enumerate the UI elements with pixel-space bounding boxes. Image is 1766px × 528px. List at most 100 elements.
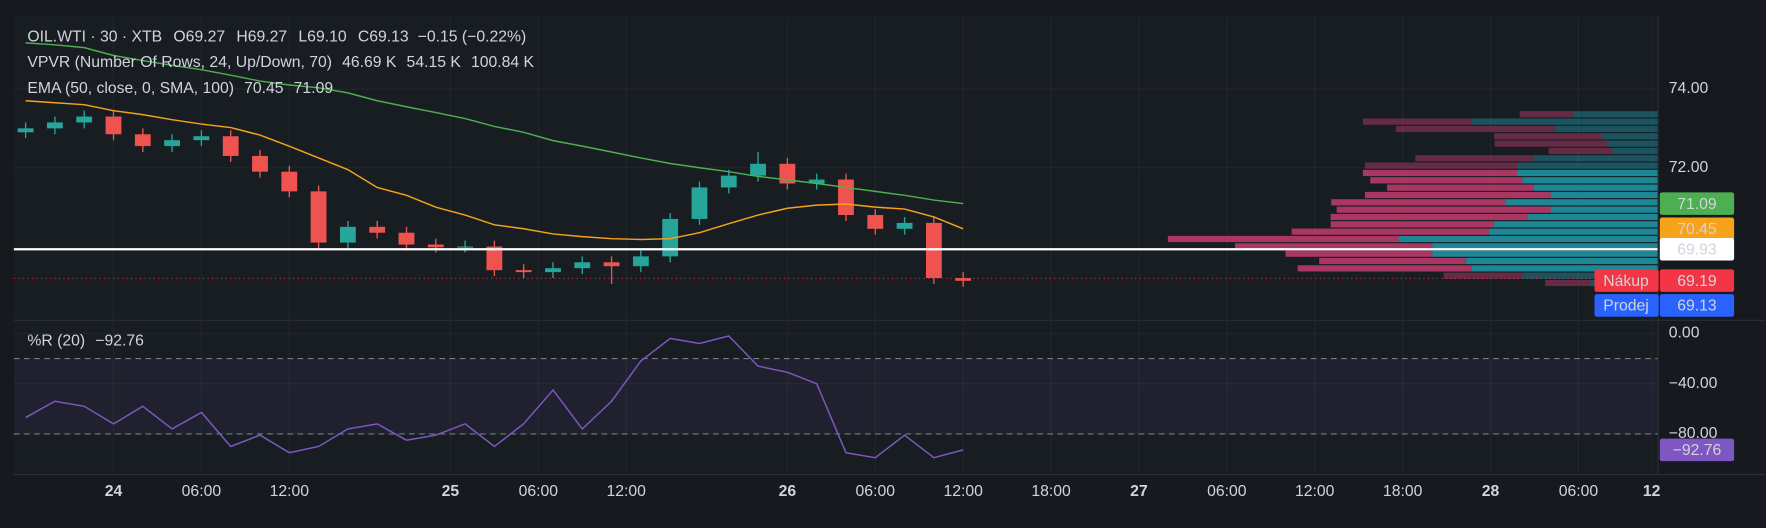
candle-body bbox=[398, 232, 415, 245]
vpvr-legend: VPVR (Number Of Rows, 24, Up/Down, 70) bbox=[27, 54, 332, 71]
y-tick-label: −80.00 bbox=[1669, 425, 1718, 442]
candle-body bbox=[281, 171, 298, 192]
vpvr-total: 54.15 K bbox=[407, 54, 462, 71]
ohlc-value: 69.27 bbox=[186, 28, 225, 45]
candle-body bbox=[134, 134, 151, 147]
quote-price-badge bbox=[1659, 269, 1735, 292]
candle-body bbox=[193, 136, 210, 141]
vpvr-up bbox=[1522, 272, 1658, 279]
ohlc-value: 69.27 bbox=[248, 28, 287, 45]
x-tick-label: 27 bbox=[1130, 483, 1148, 500]
indicator-line bbox=[25, 335, 964, 459]
quote-price-label: 69.13 bbox=[1677, 298, 1717, 315]
legend: OIL.WTI · 30 · XTB O 69.27 H 69.27 L 69.10 C 69.… bbox=[27, 28, 534, 349]
ema-legend: EMA (50, close, 0, SMA, 100) bbox=[27, 80, 234, 97]
candle-body bbox=[867, 215, 884, 229]
vpvr-up bbox=[1516, 162, 1658, 169]
candle-body bbox=[808, 179, 825, 184]
indicator-legend-value: −92.76 bbox=[95, 332, 144, 349]
x-tick-label: 18:00 bbox=[1383, 483, 1423, 500]
ema-price-label: 71.09 bbox=[1677, 196, 1717, 213]
candle-body bbox=[574, 262, 591, 269]
vpvr-down bbox=[1285, 250, 1433, 257]
vpvr-down bbox=[1395, 125, 1556, 133]
vpvr-down bbox=[1494, 140, 1608, 147]
vpvr-down bbox=[1330, 221, 1495, 228]
vpvr-up bbox=[1607, 140, 1658, 147]
symbol: OIL.WTI · 30 · XTB bbox=[27, 28, 162, 45]
x-tick-label: 06:00 bbox=[182, 483, 222, 500]
vpvr-up bbox=[1471, 118, 1658, 125]
vpvr-down bbox=[1330, 213, 1528, 221]
candle-body bbox=[252, 155, 268, 172]
x-tick-label: 06:00 bbox=[1207, 483, 1247, 500]
vpvr-up bbox=[1533, 184, 1658, 191]
candle-body bbox=[222, 136, 239, 156]
indicator-legend: %R (20) bbox=[27, 332, 85, 349]
vpvr-up bbox=[1533, 155, 1658, 162]
x-tick-label: 18:00 bbox=[1031, 483, 1071, 500]
plot: 24 06:00 12:00 25 06:00 12:00 26 06:00 12:00 18:0… bbox=[13, 42, 1735, 500]
candle-body bbox=[955, 278, 972, 281]
candle-body bbox=[545, 268, 561, 273]
y-tick-label: 74.00 bbox=[1669, 80, 1709, 97]
vpvr-up bbox=[1550, 206, 1658, 213]
candle-body bbox=[17, 128, 34, 133]
vpvr-down bbox=[1548, 147, 1613, 155]
candle-body bbox=[339, 226, 356, 243]
vpvr-up bbox=[1555, 125, 1658, 133]
vpvr-up bbox=[1471, 265, 1658, 272]
indicator-value-badge bbox=[1659, 438, 1735, 462]
x-tick-label: 25 bbox=[442, 483, 460, 500]
ema-value: 70.45 bbox=[244, 80, 284, 97]
vpvr-up bbox=[1572, 111, 1658, 118]
x-tick-label: 12 bbox=[1643, 483, 1661, 500]
quote-label-bg bbox=[1594, 269, 1659, 292]
candle-body bbox=[925, 222, 942, 279]
line-price-badge bbox=[1659, 238, 1735, 261]
candle-body bbox=[486, 246, 503, 271]
candle-body bbox=[750, 163, 766, 176]
x-tick-label: 12:00 bbox=[270, 483, 310, 500]
vpvr-up bbox=[1601, 133, 1658, 140]
ohlc-value: 69.10 bbox=[307, 28, 347, 45]
vpvr-down bbox=[1362, 118, 1472, 125]
candle-body bbox=[838, 179, 854, 216]
candle-body bbox=[164, 140, 181, 147]
vpvr-down bbox=[1362, 169, 1517, 177]
vpvr-down bbox=[1291, 228, 1489, 235]
vpvr-up bbox=[1505, 199, 1658, 206]
vpvr-down bbox=[1519, 111, 1573, 118]
vpvr-down bbox=[1167, 235, 1399, 243]
ema-price-badge bbox=[1659, 192, 1735, 215]
candle-body bbox=[632, 256, 649, 267]
candle-body bbox=[691, 187, 708, 219]
vpvr-up bbox=[1465, 257, 1658, 265]
vpvr-down bbox=[1297, 265, 1472, 272]
candle-body bbox=[720, 175, 737, 188]
vpvr-down bbox=[1370, 177, 1523, 184]
change: −0.15 (−0.22%) bbox=[418, 28, 527, 45]
vpvr-down bbox=[1319, 257, 1466, 265]
ohlc-key: O bbox=[173, 28, 185, 45]
vpvr-down bbox=[1415, 155, 1534, 162]
vpvr-down bbox=[1364, 162, 1517, 169]
line-price-label: 69.93 bbox=[1677, 242, 1717, 259]
ema-price-badge bbox=[1659, 217, 1735, 241]
vpvr-up bbox=[1494, 221, 1658, 228]
x-tick-label: 24 bbox=[105, 483, 123, 500]
ohlc-key: C bbox=[358, 28, 369, 45]
vpvr-down bbox=[1545, 279, 1591, 287]
quote-price-badge bbox=[1659, 294, 1735, 317]
x-tick-label: 28 bbox=[1482, 483, 1500, 500]
candle-body bbox=[46, 122, 63, 129]
ema-line bbox=[25, 100, 964, 241]
candle-body bbox=[896, 222, 913, 229]
quote-label: Prodej bbox=[1603, 298, 1649, 315]
indicator-pane bbox=[13, 320, 1658, 474]
vpvr-up bbox=[1527, 213, 1658, 221]
x-tick-label: 12:00 bbox=[1295, 483, 1335, 500]
x-tick-label: 12:00 bbox=[607, 483, 647, 500]
y-tick-label: 72.00 bbox=[1669, 159, 1709, 176]
